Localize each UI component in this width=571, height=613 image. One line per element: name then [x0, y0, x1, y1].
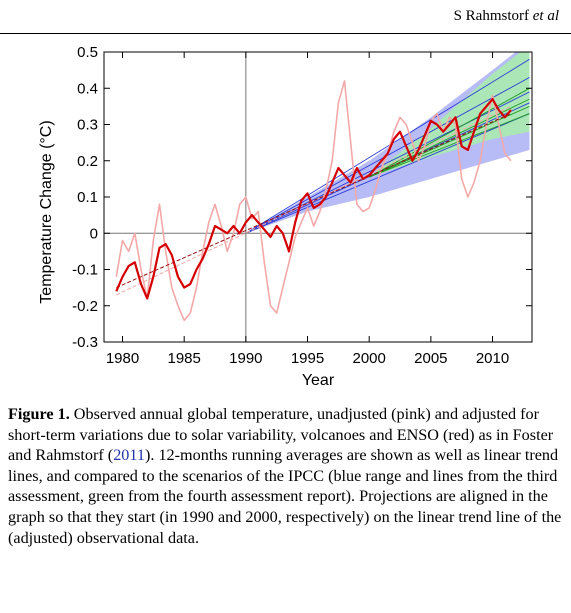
y-tick-label: 0.5 — [77, 44, 98, 61]
figure-caption: Figure 1. Observed annual global tempera… — [8, 404, 563, 548]
x-tick-label: 2005 — [414, 350, 447, 367]
ar4-scenario-line — [369, 98, 530, 178]
tar-scenario-line — [245, 58, 530, 234]
x-tick-label: 2000 — [352, 350, 385, 367]
author-name: S Rahmstorf — [453, 8, 529, 24]
y-tick-label: 0.3 — [77, 117, 98, 134]
y-tick-label: 0.1 — [77, 189, 98, 206]
ar4-scenario-line — [368, 87, 530, 178]
y-tick-label: 0.4 — [77, 80, 98, 97]
citation-link[interactable]: 2011 — [113, 446, 145, 465]
y-tick-label: -0.2 — [72, 298, 98, 315]
et-al: et al — [532, 8, 559, 24]
y-tick-label: -0.1 — [72, 262, 98, 279]
unadjusted-series-line — [115, 80, 512, 322]
axes-layer: -0.3 -0.2 -0.1 0 0.1 0.2 0.3 0.4 0.5 1980 1985 1990… — [72, 44, 533, 367]
ipcc-ar4-range — [369, 52, 530, 178]
adjusted-series-line — [115, 97, 512, 300]
x-tick-label: 1980 — [106, 350, 139, 367]
temperature-chart: -0.3 -0.2 -0.1 0 0.1 0.2 0.3 0.4 0.5 1980 1985 1990… — [38, 44, 533, 389]
y-tick-label: 0.2 — [77, 153, 98, 170]
x-tick-label: 1985 — [167, 350, 200, 367]
unadjusted-trend-line — [116, 105, 512, 296]
ar4-scenario-line — [369, 113, 530, 178]
x-axis-label: Year — [302, 372, 335, 389]
x-tick-label: 1990 — [229, 350, 262, 367]
ar4-scenario-line — [369, 105, 530, 178]
x-tick-label: 2010 — [476, 350, 509, 367]
header-rule — [0, 33, 571, 34]
running-head: S Rahmstorf et al — [454, 8, 559, 25]
caption-text-part1: Observed annual global temperature, unad… — [8, 405, 554, 465]
tar-scenario-line — [245, 113, 530, 234]
y-axis-label: Temperature Change (°C) — [38, 120, 55, 303]
ipcc-tar-range — [245, 52, 530, 234]
y-tick-label: 0 — [90, 225, 98, 242]
y-tick-label: -0.3 — [72, 334, 98, 351]
caption-text-part2: ). 12-months running averages are shown … — [8, 446, 562, 547]
plot-area-clipped — [104, 52, 532, 342]
x-tick-label: 1995 — [291, 350, 324, 367]
figure-label: Figure 1. — [8, 405, 70, 423]
